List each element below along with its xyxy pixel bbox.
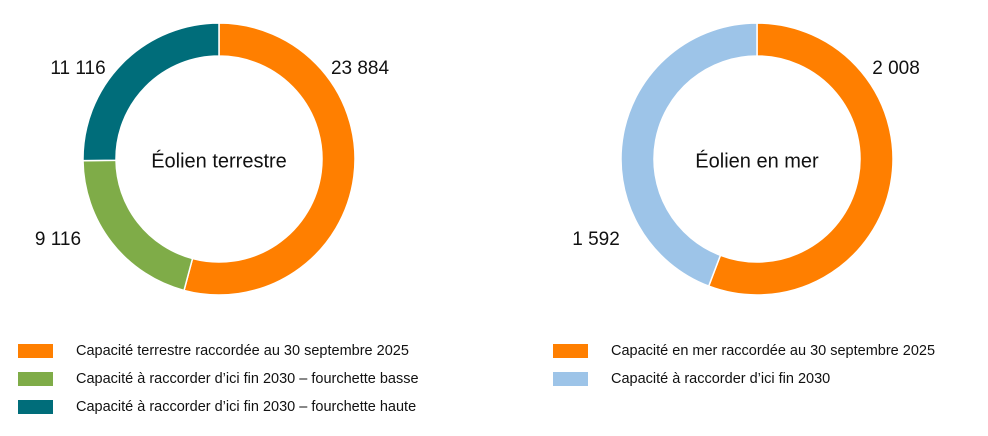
- donut-center-label: Éolien en mer: [695, 149, 819, 172]
- legend-swatch: [18, 372, 53, 386]
- legend-label: Capacité terrestre raccordée au 30 septe…: [76, 343, 409, 359]
- slice-value-label: 9 116: [35, 229, 81, 250]
- slice-value-label: 23 884: [331, 58, 390, 79]
- legend-item: Capacité à raccorder d’ici fin 2030 – fo…: [18, 370, 419, 388]
- slice-value-label: 11 116: [50, 58, 105, 79]
- donut-slice-0-1: [82, 159, 194, 292]
- legend-label: Capacité à raccorder d’ici fin 2030 – fo…: [76, 371, 419, 387]
- legend-item: Capacité terrestre raccordée au 30 septe…: [18, 342, 409, 360]
- donut-slice-1-1: [620, 22, 758, 288]
- slice-value-label: 1 592: [572, 229, 620, 250]
- legend-label: Capacité à raccorder d’ici fin 2030 – fo…: [76, 399, 417, 415]
- legend-item: Capacité à raccorder d’ici fin 2030 – fo…: [18, 398, 416, 416]
- donut-center-label: Éolien terrestre: [151, 149, 287, 172]
- donut-slice-0-0: [183, 22, 356, 296]
- donut-slice-1-0: [707, 22, 894, 296]
- donut-chart-mer: 2 008 1 592 Éolien en mer: [572, 22, 920, 296]
- donut-slice-0-2: [82, 22, 220, 162]
- legend-label: Capacité en mer raccordée au 30 septembr…: [611, 343, 936, 359]
- legend-swatch: [553, 372, 588, 386]
- legend-swatch: [18, 400, 53, 414]
- slice-value-label: 2 008: [872, 58, 920, 79]
- donut-chart-terrestre: 23 884 9 116 11 116 Éolien terrestre: [35, 22, 390, 296]
- legend-swatch: [18, 344, 53, 358]
- legend-item: Capacité en mer raccordée au 30 septembr…: [553, 342, 935, 360]
- legend-item: Capacité à raccorder d’ici fin 2030: [553, 370, 830, 388]
- legend-swatch: [553, 344, 588, 358]
- legend-label: Capacité à raccorder d’ici fin 2030: [611, 371, 831, 387]
